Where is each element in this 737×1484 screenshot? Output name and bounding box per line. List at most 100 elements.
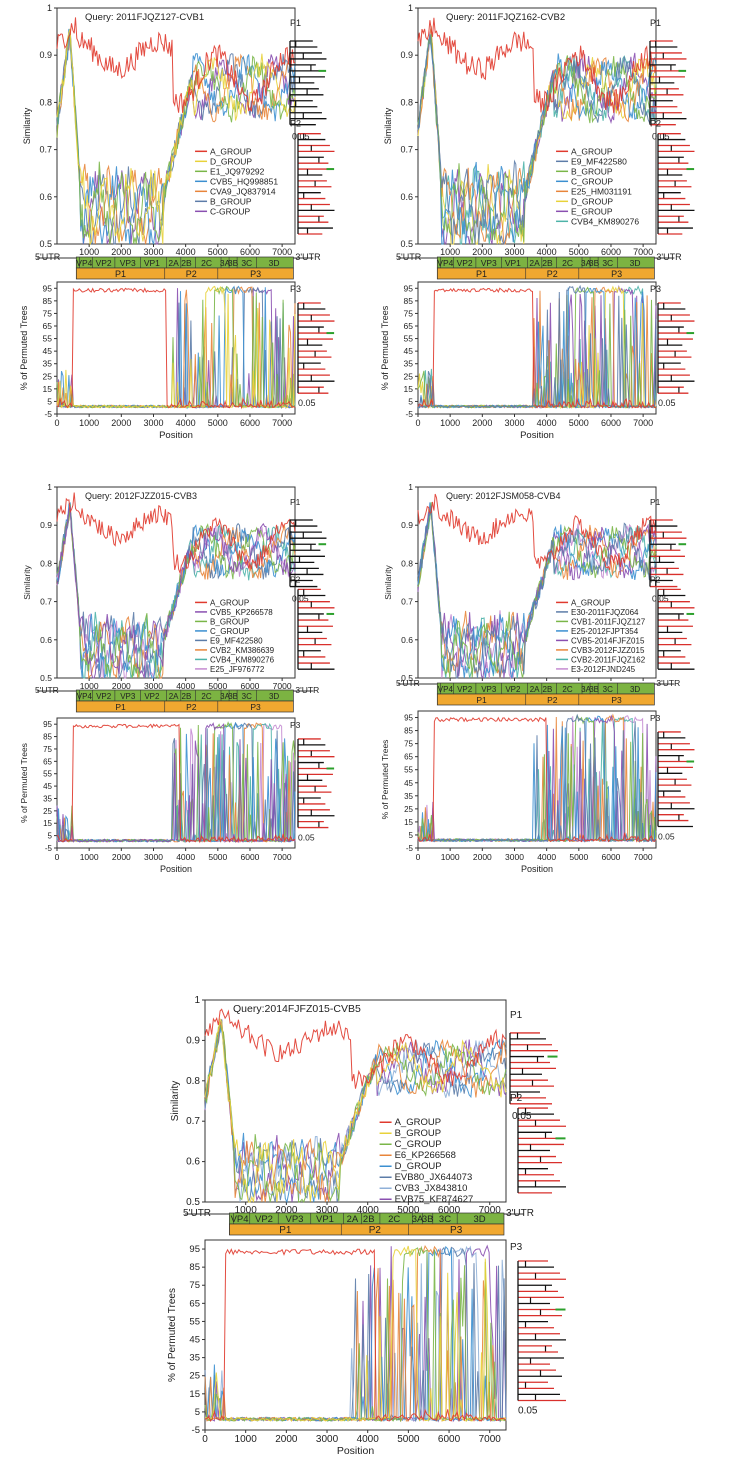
y-tick-label: 0.7 <box>39 145 52 155</box>
y-tick-label: 0.7 <box>400 145 413 155</box>
bootscan-y-tick-label: 45 <box>404 346 414 356</box>
region-label: P3 <box>611 269 622 279</box>
tree-label-p2: P2 <box>290 119 301 129</box>
tree-scale-p1: 0.05 <box>512 1111 532 1122</box>
gene-label: 3C <box>242 692 252 701</box>
utr5-label: 5'UTR <box>396 678 420 688</box>
tree-label-p3: P3 <box>290 720 301 730</box>
legend-label: D_GROUP <box>210 156 252 166</box>
tree-p2 <box>297 133 335 235</box>
bootscan-line <box>204 1245 507 1423</box>
bootscan-line <box>56 723 296 844</box>
bootscan-x-tick-label: 4000 <box>176 852 195 862</box>
similarity-line <box>204 1008 507 1089</box>
gene-label: 3A <box>412 1214 424 1225</box>
gene-label: VP2 <box>96 258 112 268</box>
legend-label: E_GROUP <box>571 206 613 216</box>
region-label: P3 <box>250 269 261 279</box>
bootscan-y-tick-label: 75 <box>189 1280 200 1291</box>
similarity-line <box>204 1024 507 1204</box>
tree-label-p2: P2 <box>650 574 661 584</box>
bootscan-y-tick-label: 25 <box>189 1371 200 1382</box>
x-tick-label: 6000 <box>241 681 260 691</box>
bootscan-x-tick-label: 2000 <box>472 418 492 428</box>
x-tick-label: 3000 <box>144 681 163 691</box>
similarity-line <box>204 1017 507 1203</box>
x-tick-label: 2000 <box>472 247 492 257</box>
legend-label: CVB1-2011FJQZ127 <box>571 617 646 626</box>
bootscan-x-tick-label: 3000 <box>144 852 163 862</box>
gene-label: 3D <box>630 258 641 268</box>
similarity-line <box>56 504 296 679</box>
bootscan-line <box>417 716 657 843</box>
gene-label: VP2 <box>255 1214 273 1225</box>
y-tick-label: 0.8 <box>40 558 52 568</box>
gene-label: 3A <box>581 258 592 268</box>
legend-label: E25_HM031191 <box>571 186 632 196</box>
region-label: P3 <box>611 695 622 705</box>
y-tick-label: 1 <box>408 3 413 13</box>
tree-p1 <box>649 519 687 588</box>
bootscan-y-tick-label: 25 <box>43 371 53 381</box>
genome-region-bar <box>436 693 655 706</box>
y-tick-label: 0.6 <box>401 635 413 645</box>
bootscan-x-tick-label: 1000 <box>79 418 99 428</box>
similarity-line <box>56 505 296 679</box>
gene-label: 3B <box>589 258 600 268</box>
y-tick-label: 0.8 <box>186 1076 200 1087</box>
bootscan-x-tick-label: 6000 <box>602 852 621 862</box>
panel-1: 1 0.9 0.8 0.7 0.6 0.5 Similarity 1000 2000 3000 40… <box>19 3 335 441</box>
gene-label: 2C <box>201 258 212 268</box>
y-tick-label: 0.8 <box>39 97 52 107</box>
legend-label: CVB5_HQ998851 <box>210 176 278 186</box>
bootscan-y-tick-label: 5 <box>409 831 414 840</box>
legend-label: CVA9_JQ837914 <box>210 186 276 196</box>
query-title: Query: 2011FJQZ127-CVB1 <box>85 12 204 23</box>
bootscan-axis-label: % of Permuted Trees <box>19 305 29 390</box>
query-title: Query: 2012FJZZ015-CVB3 <box>85 491 197 501</box>
bootscan-x-tick-label: 7000 <box>273 852 292 862</box>
legend-label: E25_JF976772 <box>210 665 265 674</box>
region-label: P2 <box>186 269 197 279</box>
y-tick-label: 0.5 <box>401 673 413 683</box>
tree-p2 <box>657 133 695 235</box>
x-tick-label: 5000 <box>208 247 228 257</box>
legend-label: D_GROUP <box>395 1161 442 1172</box>
legend-label: B_GROUP <box>210 196 252 206</box>
panel-4: 1 0.9 0.8 0.7 0.6 0.5 Similarity 1000 2000 3000 40… <box>380 482 695 874</box>
legend-label: C-GROUP <box>210 206 250 216</box>
x-tick-label: 5000 <box>208 681 227 691</box>
region-label: P1 <box>476 269 487 279</box>
gene-label: VP1 <box>505 258 521 268</box>
legend-label: E9_MF422580 <box>571 156 627 166</box>
y-tick-label: 0.9 <box>401 520 413 530</box>
x-tick-label: 4000 <box>176 247 196 257</box>
gene-label: 3C <box>603 685 613 694</box>
x-tick-label: 3000 <box>143 247 163 257</box>
bootscan-x-tick-label: 3000 <box>505 852 524 862</box>
bootscan-line <box>204 1248 507 1423</box>
gene-label: 3B <box>228 692 238 701</box>
y-tick-label: 1 <box>47 3 52 13</box>
legend-label: CVB4_KM890276 <box>571 216 639 226</box>
bootscan-y-tick-label: 5 <box>47 396 52 406</box>
gene-label: VP3 <box>286 1214 304 1225</box>
bootscan-y-tick-label: 65 <box>404 321 414 331</box>
bootscan-x-tick-label: 5000 <box>208 418 228 428</box>
x-tick-label: 6000 <box>438 1205 461 1216</box>
legend-label: A_GROUP <box>571 598 610 607</box>
similarity-axis-label: Similarity <box>383 565 393 600</box>
legend-label: EVB80_JX644073 <box>395 1172 473 1183</box>
bootscan-x-tick-label: 7000 <box>634 852 653 862</box>
bootscan-x-tick-label: 0 <box>54 418 59 428</box>
region-label: P1 <box>279 1225 292 1236</box>
gene-label: VP1 <box>316 1214 334 1225</box>
bootscan-y-tick-label: -5 <box>192 1425 200 1436</box>
tree-label-p3: P3 <box>290 284 301 294</box>
gene-label: VP3 <box>120 258 136 268</box>
gene-label: 3D <box>269 692 279 701</box>
tree-label-p2: P2 <box>650 119 661 129</box>
legend-label: D_GROUP <box>571 196 613 206</box>
region-label: P2 <box>547 269 558 279</box>
